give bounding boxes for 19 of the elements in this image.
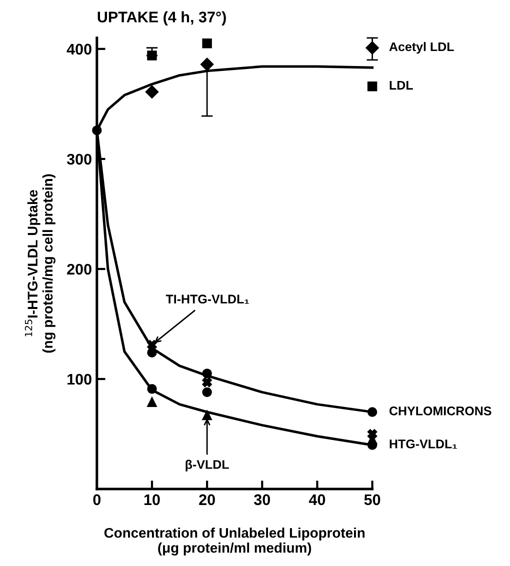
y-tick-label: 100 — [68, 374, 92, 385]
series-label: Acetyl LDL — [389, 42, 454, 54]
x-tick-label: 40 — [308, 494, 326, 506]
y-tick-label: 400 — [66, 44, 92, 55]
y-axis-title: $^{125}$I-HTG-VLDL Uptake (ng protein/mg cell protein) — [24, 174, 56, 353]
annotation: β-VLDL — [186, 460, 229, 472]
x-tick-label: 10 — [144, 494, 160, 506]
series-label: HTG-VLDL₁ — [390, 440, 457, 449]
chart-title: UPTAKE (4 h, 37°) — [98, 11, 226, 26]
x-tick-label: 0 — [93, 494, 101, 506]
annotation: TI-HTG-VLDL₁ — [166, 294, 249, 304]
x-tick-label: 50 — [364, 494, 380, 506]
series-label: CHYLOMICRONS — [389, 406, 492, 416]
x-axis-title: Concentration of Unlabeled Lipoprotein (μg protein/ml medium) — [104, 528, 365, 556]
y-tick-label: 300 — [66, 154, 92, 165]
x-tick-label: 30 — [254, 494, 270, 506]
y-tick-label: 200 — [67, 264, 92, 275]
x-tick-label: 20 — [199, 494, 215, 506]
series-label: LDL — [390, 80, 413, 90]
